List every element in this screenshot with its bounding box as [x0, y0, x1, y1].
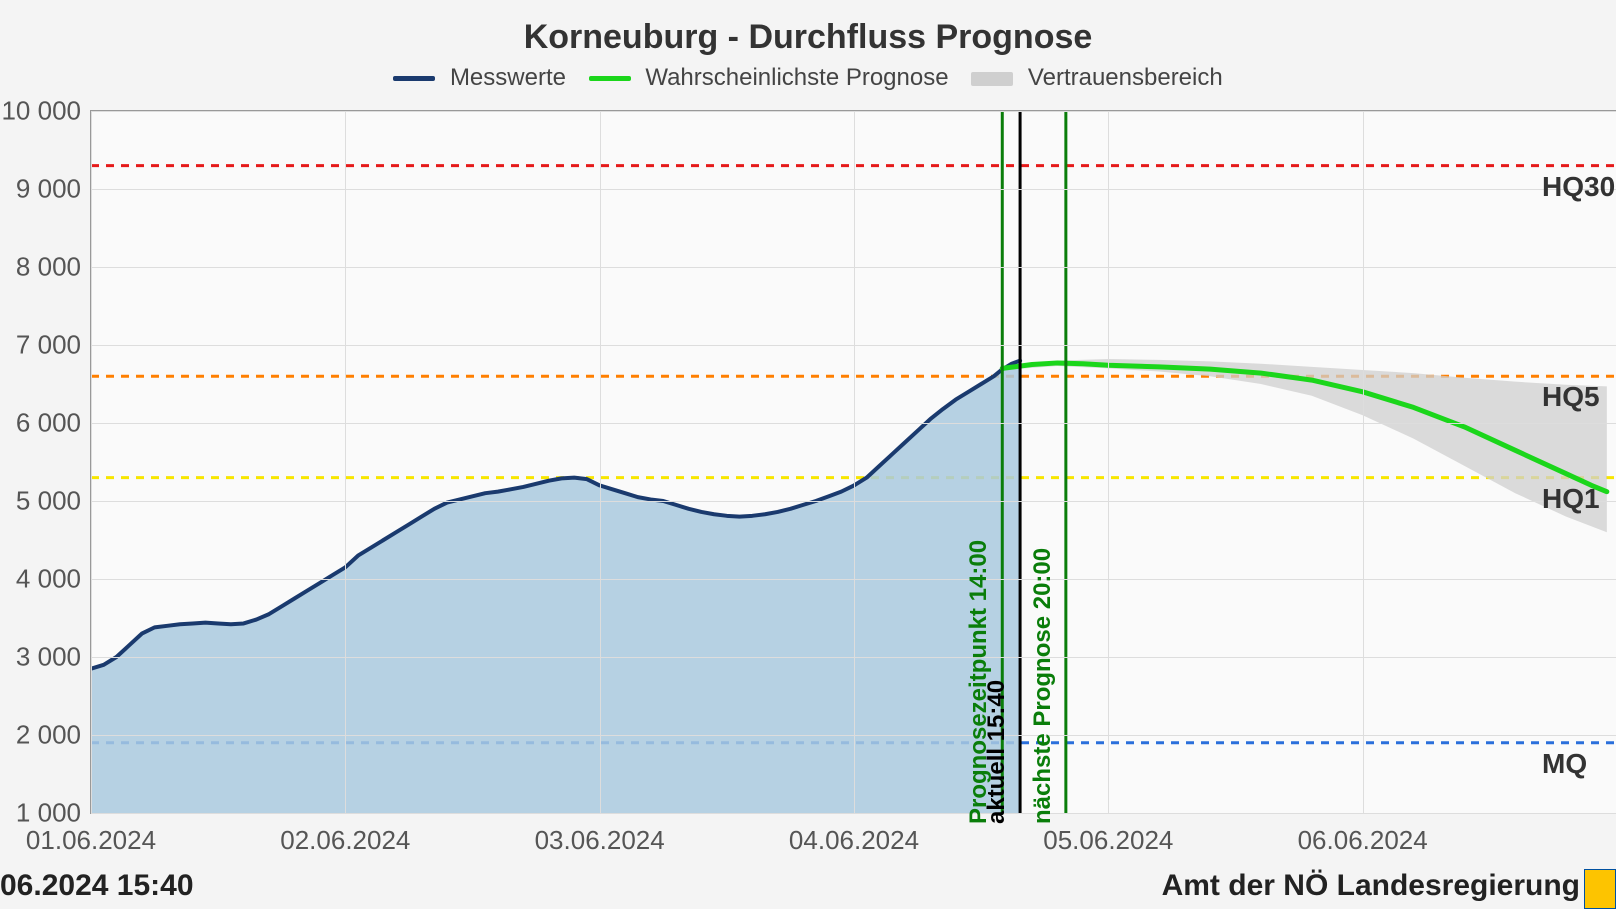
xtick-label: 02.06.2024 — [280, 825, 410, 856]
vertical-marker-label-2: nächste Prognose 20:00 — [1029, 548, 1057, 824]
ytick-label: 2 000 — [16, 720, 81, 751]
gridline-v — [1363, 111, 1364, 813]
gridline-v — [854, 111, 855, 813]
legend-label-forecast: Wahrscheinlichste Prognose — [645, 64, 948, 91]
legend-label-measured: Messwerte — [450, 64, 566, 91]
plot-area: 1 0002 0003 0004 0005 0006 0007 0008 000… — [90, 110, 1616, 814]
gridline-h — [91, 813, 1616, 814]
threshold-label-hq5: HQ5 — [1542, 381, 1600, 413]
legend-swatch-measured — [393, 76, 435, 81]
gridline-v — [1108, 111, 1109, 813]
confidence-band — [1002, 359, 1607, 532]
ytick-label: 7 000 — [16, 330, 81, 361]
ytick-label: 6 000 — [16, 408, 81, 439]
xtick-label: 03.06.2024 — [535, 825, 665, 856]
ytick-label: 8 000 — [16, 252, 81, 283]
threshold-label-hq1: HQ1 — [1542, 483, 1600, 515]
xtick-label: 01.06.2024 — [26, 825, 156, 856]
legend-label-conf: Vertrauensbereich — [1028, 64, 1223, 91]
ytick-label: 10 000 — [1, 96, 81, 127]
xtick-label: 05.06.2024 — [1043, 825, 1173, 856]
chart-container: Korneuburg - Durchfluss Prognose Messwer… — [0, 0, 1616, 909]
legend: Messwerte Wahrscheinlichste Prognose Ver… — [0, 64, 1616, 92]
ytick-label: 1 000 — [16, 798, 81, 829]
legend-item-forecast: Wahrscheinlichste Prognose — [589, 64, 956, 91]
gridline-v — [345, 111, 346, 813]
xtick-label: 04.06.2024 — [789, 825, 919, 856]
ytick-label: 9 000 — [16, 174, 81, 205]
threshold-label-mq: MQ — [1542, 748, 1587, 780]
legend-swatch-conf — [971, 72, 1013, 86]
xtick-label: 06.06.2024 — [1298, 825, 1428, 856]
legend-item-conf: Vertrauensbereich — [971, 64, 1222, 91]
footer-timestamp: 06.2024 15:40 — [0, 869, 194, 903]
gridline-v — [91, 111, 92, 813]
ytick-label: 5 000 — [16, 486, 81, 517]
legend-swatch-forecast — [589, 76, 631, 81]
vertical-marker-label-1: aktuell 15:40 — [983, 680, 1011, 824]
legend-item-measured: Messwerte — [393, 64, 572, 91]
gridline-v — [600, 111, 601, 813]
logo-icon — [1584, 869, 1616, 909]
chart-title: Korneuburg - Durchfluss Prognose — [0, 18, 1616, 57]
footer-agency: Amt der NÖ Landesregierung — [1162, 869, 1580, 903]
measured-area — [91, 361, 1020, 813]
ytick-label: 4 000 — [16, 564, 81, 595]
threshold-label-hq30: HQ30 — [1542, 171, 1615, 203]
ytick-label: 3 000 — [16, 642, 81, 673]
